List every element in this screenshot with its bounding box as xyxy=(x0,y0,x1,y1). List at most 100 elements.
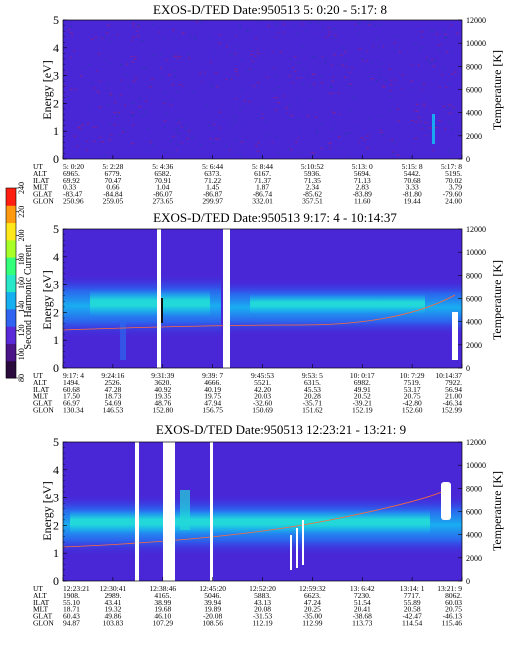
speckle-cell xyxy=(396,154,400,156)
speckle-cell xyxy=(447,120,450,122)
speckle-cell xyxy=(193,91,196,93)
speckle-cell xyxy=(340,147,343,149)
x-table-cell: 21.00 xyxy=(445,392,462,401)
speckle-cell xyxy=(294,70,297,73)
speckle-cell xyxy=(430,30,434,32)
speckle-cell xyxy=(267,52,270,55)
speckle-cell xyxy=(108,122,112,125)
speckle-cell xyxy=(69,56,72,59)
x-table-cell: 19.89 xyxy=(204,605,221,614)
speckle-cell xyxy=(286,111,288,113)
speckle-cell xyxy=(445,107,449,109)
speckle-cell xyxy=(160,67,163,69)
speckle-cell xyxy=(106,89,109,91)
speckle-cell xyxy=(382,45,385,48)
speckle-cell xyxy=(116,34,119,36)
speckle-cell xyxy=(229,149,231,151)
panel-2-y-axis: 0 1 2 3 4 5 xyxy=(53,222,463,375)
speckle-cell xyxy=(233,116,237,118)
speckle-cell xyxy=(285,107,288,109)
speckle-cell xyxy=(152,54,156,56)
speckle-cell xyxy=(449,123,453,125)
speckle-cell xyxy=(182,85,185,87)
panel-3: EXOS-D/TED Date:950513 12:23:21 - 13:21:… xyxy=(33,422,504,628)
speckle-cell xyxy=(313,55,317,57)
speckle-cell xyxy=(235,35,238,37)
y2-tick-label: 10000 xyxy=(466,461,486,470)
speckle-cell xyxy=(441,74,444,76)
speckle-cell xyxy=(297,118,301,120)
x-table-cell: 1908. xyxy=(63,591,80,600)
speckle-cell xyxy=(432,149,435,151)
speckle-cell xyxy=(163,151,166,153)
y2-tick-label: 0 xyxy=(466,364,470,373)
x-table-cell: 7519. xyxy=(404,378,421,387)
speckle-cell xyxy=(149,84,152,86)
x-table-cell: 152.19 xyxy=(352,406,373,415)
speckle-cell xyxy=(152,144,154,146)
x-table-cell: 18.73 xyxy=(104,392,121,401)
speckle-cell xyxy=(67,28,71,31)
colorbar-swatch xyxy=(6,257,16,275)
speckle-cell xyxy=(316,132,319,134)
x-table-cell: 5046. xyxy=(204,591,221,600)
speckle-cell xyxy=(415,121,418,123)
speckle-cell xyxy=(176,58,179,60)
x-table-cell: 6779. xyxy=(104,169,121,178)
speckle-cell xyxy=(99,106,102,108)
speckle-cell xyxy=(448,104,452,106)
speckle-cell xyxy=(311,73,315,76)
x-table-cell: 9:39: 7 xyxy=(202,371,223,380)
speckle-cell xyxy=(174,55,177,57)
speckle-cell xyxy=(122,127,125,130)
x-table-cell: 6982. xyxy=(354,378,371,387)
speckle-cell xyxy=(151,23,155,25)
panel-1-speckle xyxy=(63,20,461,158)
speckle-cell xyxy=(107,84,110,86)
speckle-cell xyxy=(407,145,410,148)
speckle-cell xyxy=(352,99,355,101)
y2-tick-label: 10000 xyxy=(466,248,486,257)
speckle-cell xyxy=(187,53,190,55)
speckle-cell xyxy=(87,123,89,125)
speckle-cell xyxy=(92,140,96,142)
speckle-cell xyxy=(294,56,297,58)
speckle-cell xyxy=(437,49,441,51)
speckle-cell xyxy=(411,64,414,66)
speckle-cell xyxy=(431,59,434,61)
y-tick-label: 5 xyxy=(53,222,59,236)
speckle-cell xyxy=(288,148,291,150)
x-table-cell: 5:10:52 xyxy=(301,162,324,171)
speckle-cell xyxy=(130,55,133,58)
speckle-cell xyxy=(234,53,237,55)
speckle-cell xyxy=(225,78,228,81)
x-table-cell: 19.68 xyxy=(154,605,171,614)
speckle-cell xyxy=(96,90,99,92)
x-table-cell: 12:23:21 xyxy=(63,584,90,593)
speckle-cell xyxy=(290,149,293,151)
speckle-cell xyxy=(250,54,254,56)
x-table-cell: 5:17: 8 xyxy=(441,162,462,171)
speckle-cell xyxy=(331,80,335,82)
y-tick-label: 1 xyxy=(53,124,59,138)
x-table-cell: -86.07 xyxy=(153,190,173,199)
x-table-cell: 42.20 xyxy=(254,385,271,394)
x-table-cell: 10: 7:29 xyxy=(400,371,425,380)
speckle-cell xyxy=(188,57,191,59)
speckle-cell xyxy=(360,137,364,139)
speckle-cell xyxy=(178,122,181,124)
speckle-cell xyxy=(92,126,95,128)
speckle-cell xyxy=(179,56,182,58)
speckle-cell xyxy=(73,50,76,52)
speckle-cell xyxy=(357,127,360,129)
speckle-cell xyxy=(391,152,395,154)
speckle-cell xyxy=(343,76,347,79)
panel-2-title: EXOS-D/TED Date:950513 9:17: 4 - 10:14:3… xyxy=(153,210,397,225)
speckle-cell xyxy=(455,152,458,154)
y-tick-label: 1 xyxy=(53,546,59,560)
speckle-cell xyxy=(117,111,121,114)
x-table-cell: 47.94 xyxy=(204,399,221,408)
x-table-cell: 5936. xyxy=(304,169,321,178)
speckle-cell xyxy=(319,123,322,125)
speckle-cell xyxy=(175,143,179,145)
